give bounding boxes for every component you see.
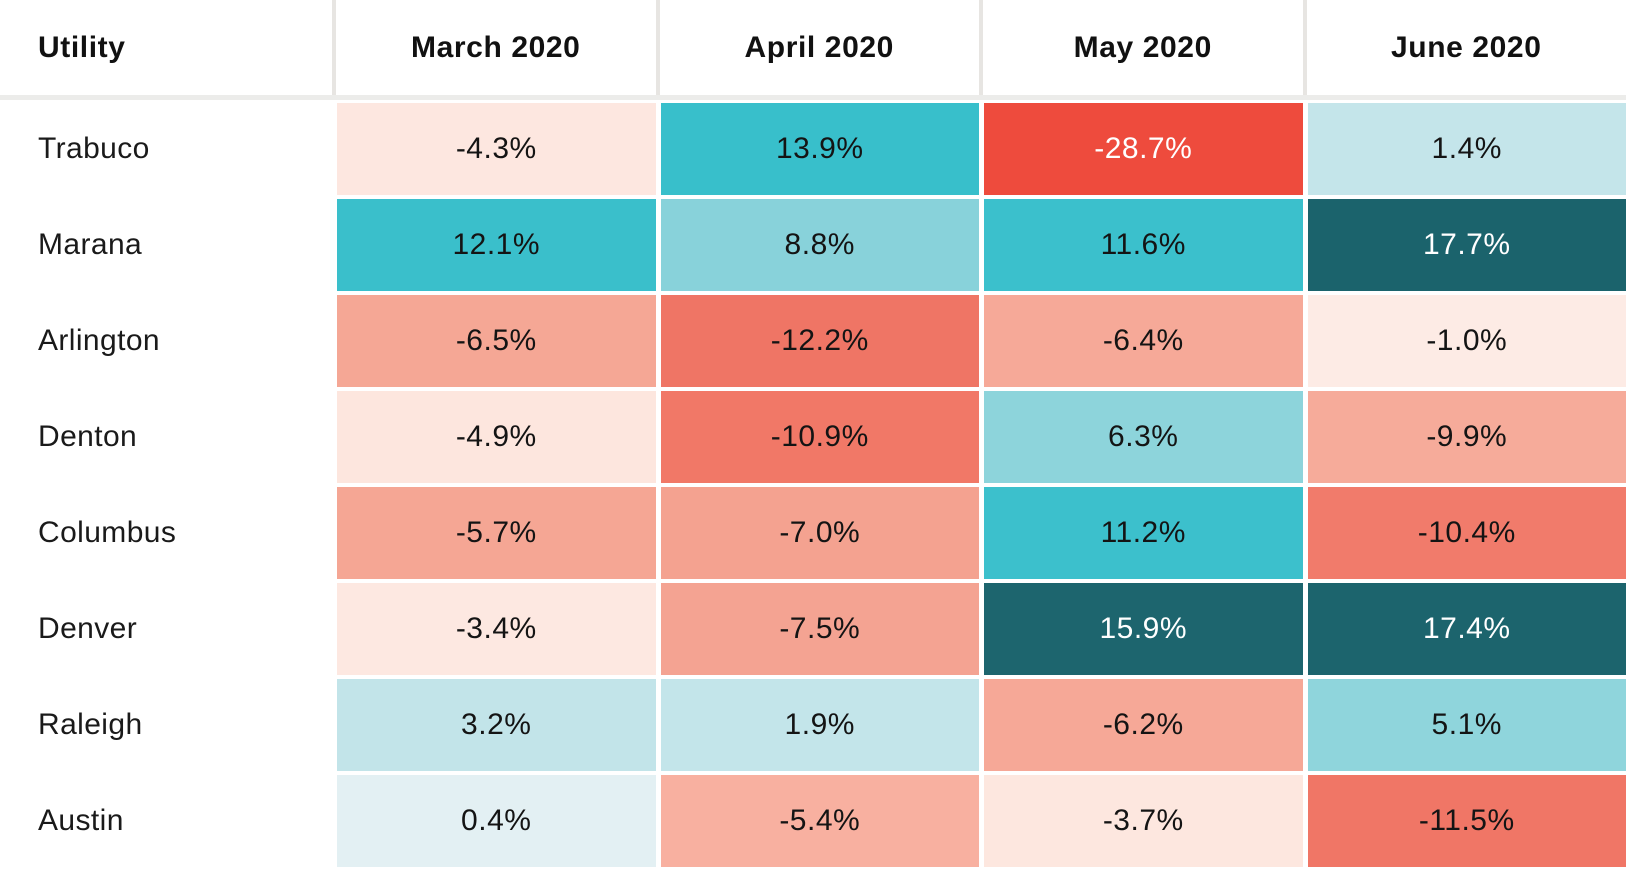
heatmap-cell: 3.2% (337, 679, 656, 771)
column-header-june-2020: June 2020 (1302, 0, 1627, 95)
heatmap-cell: 0.4% (337, 775, 656, 867)
row-label-arlington: Arlington (0, 295, 332, 387)
heatmap-cell: 8.8% (660, 199, 979, 291)
heatmap-cell: -4.3% (337, 103, 656, 195)
heatmap-cell: 13.9% (660, 103, 979, 195)
row-label-raleigh: Raleigh (0, 679, 332, 771)
utility-heatmap-table: Utility March 2020 April 2020 May 2020 J… (0, 0, 1626, 867)
heatmap-cell: 12.1% (337, 199, 656, 291)
heatmap-cell: -6.4% (984, 295, 1303, 387)
column-header-march-2020: March 2020 (332, 0, 656, 95)
table-body: Trabuco -4.3% 13.9% -28.7% 1.4% Marana 12.1% 8.… (0, 103, 1626, 867)
column-header-utility: Utility (38, 30, 126, 64)
row-label-marana: Marana (0, 199, 332, 291)
row-label-denver: Denver (0, 583, 332, 675)
heatmap-cell: 6.3% (984, 391, 1303, 483)
heatmap-cell: 17.7% (1307, 199, 1626, 291)
row-label-trabuco: Trabuco (0, 103, 332, 195)
column-header-april-2020: April 2020 (655, 0, 980, 95)
heatmap-cell: 11.6% (984, 199, 1303, 291)
heatmap-cell: -4.9% (337, 391, 656, 483)
heatmap-cell: -3.4% (337, 583, 656, 675)
heatmap-cell: -5.4% (660, 775, 979, 867)
heatmap-cell: -7.5% (660, 583, 979, 675)
heatmap-cell: -12.2% (660, 295, 979, 387)
heatmap-cell: -3.7% (984, 775, 1303, 867)
heatmap-cell: 15.9% (984, 583, 1303, 675)
row-label-denton: Denton (0, 391, 332, 483)
column-header-may-2020: May 2020 (979, 0, 1303, 95)
heatmap-cell: -7.0% (660, 487, 979, 579)
heatmap-cell: -10.4% (1307, 487, 1626, 579)
heatmap-cell: -6.5% (337, 295, 656, 387)
heatmap-cell: 1.9% (660, 679, 979, 771)
heatmap-cell: 11.2% (984, 487, 1303, 579)
row-label-austin: Austin (0, 775, 332, 867)
row-label-columbus: Columbus (0, 487, 332, 579)
heatmap-cell: -1.0% (1307, 295, 1626, 387)
heatmap-cell: -5.7% (337, 487, 656, 579)
heatmap-cell: -28.7% (984, 103, 1303, 195)
heatmap-cell: -10.9% (660, 391, 979, 483)
heatmap-cell: -11.5% (1307, 775, 1626, 867)
heatmap-cell: -9.9% (1307, 391, 1626, 483)
heatmap-cell: 1.4% (1307, 103, 1626, 195)
heatmap-cell: 17.4% (1307, 583, 1626, 675)
heatmap-cell: -6.2% (984, 679, 1303, 771)
heatmap-cell: 5.1% (1307, 679, 1626, 771)
header-row: Utility March 2020 April 2020 May 2020 J… (0, 0, 1626, 100)
